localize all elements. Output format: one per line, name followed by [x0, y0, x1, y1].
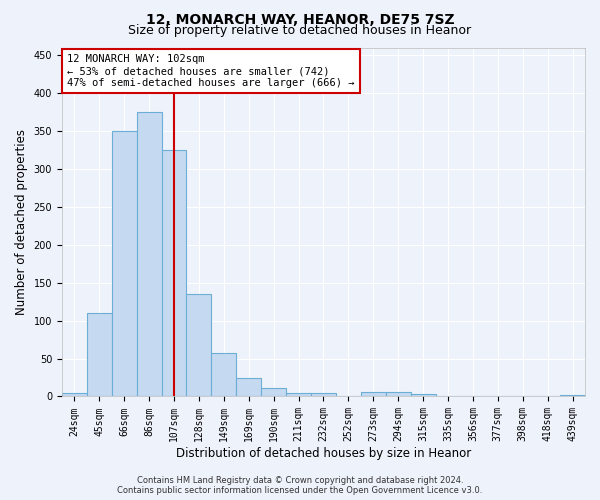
Bar [386, 392, 410, 396]
Bar [112, 131, 137, 396]
Bar [137, 112, 161, 397]
Bar [361, 392, 386, 396]
Text: 12, MONARCH WAY, HEANOR, DE75 7SZ: 12, MONARCH WAY, HEANOR, DE75 7SZ [146, 12, 454, 26]
Y-axis label: Number of detached properties: Number of detached properties [15, 129, 28, 315]
Text: Contains HM Land Registry data © Crown copyright and database right 2024.
Contai: Contains HM Land Registry data © Crown c… [118, 476, 482, 495]
Bar [410, 394, 436, 396]
Bar [161, 150, 187, 396]
Bar [87, 313, 112, 396]
Bar [62, 392, 87, 396]
Bar [560, 395, 585, 396]
Bar [211, 353, 236, 397]
Bar [261, 388, 286, 396]
Bar [187, 294, 211, 396]
X-axis label: Distribution of detached houses by size in Heanor: Distribution of detached houses by size … [176, 447, 471, 460]
Bar [311, 394, 336, 396]
Bar [236, 378, 261, 396]
Text: 12 MONARCH WAY: 102sqm
← 53% of detached houses are smaller (742)
47% of semi-de: 12 MONARCH WAY: 102sqm ← 53% of detached… [67, 54, 355, 88]
Text: Size of property relative to detached houses in Heanor: Size of property relative to detached ho… [128, 24, 472, 37]
Bar [286, 394, 311, 396]
